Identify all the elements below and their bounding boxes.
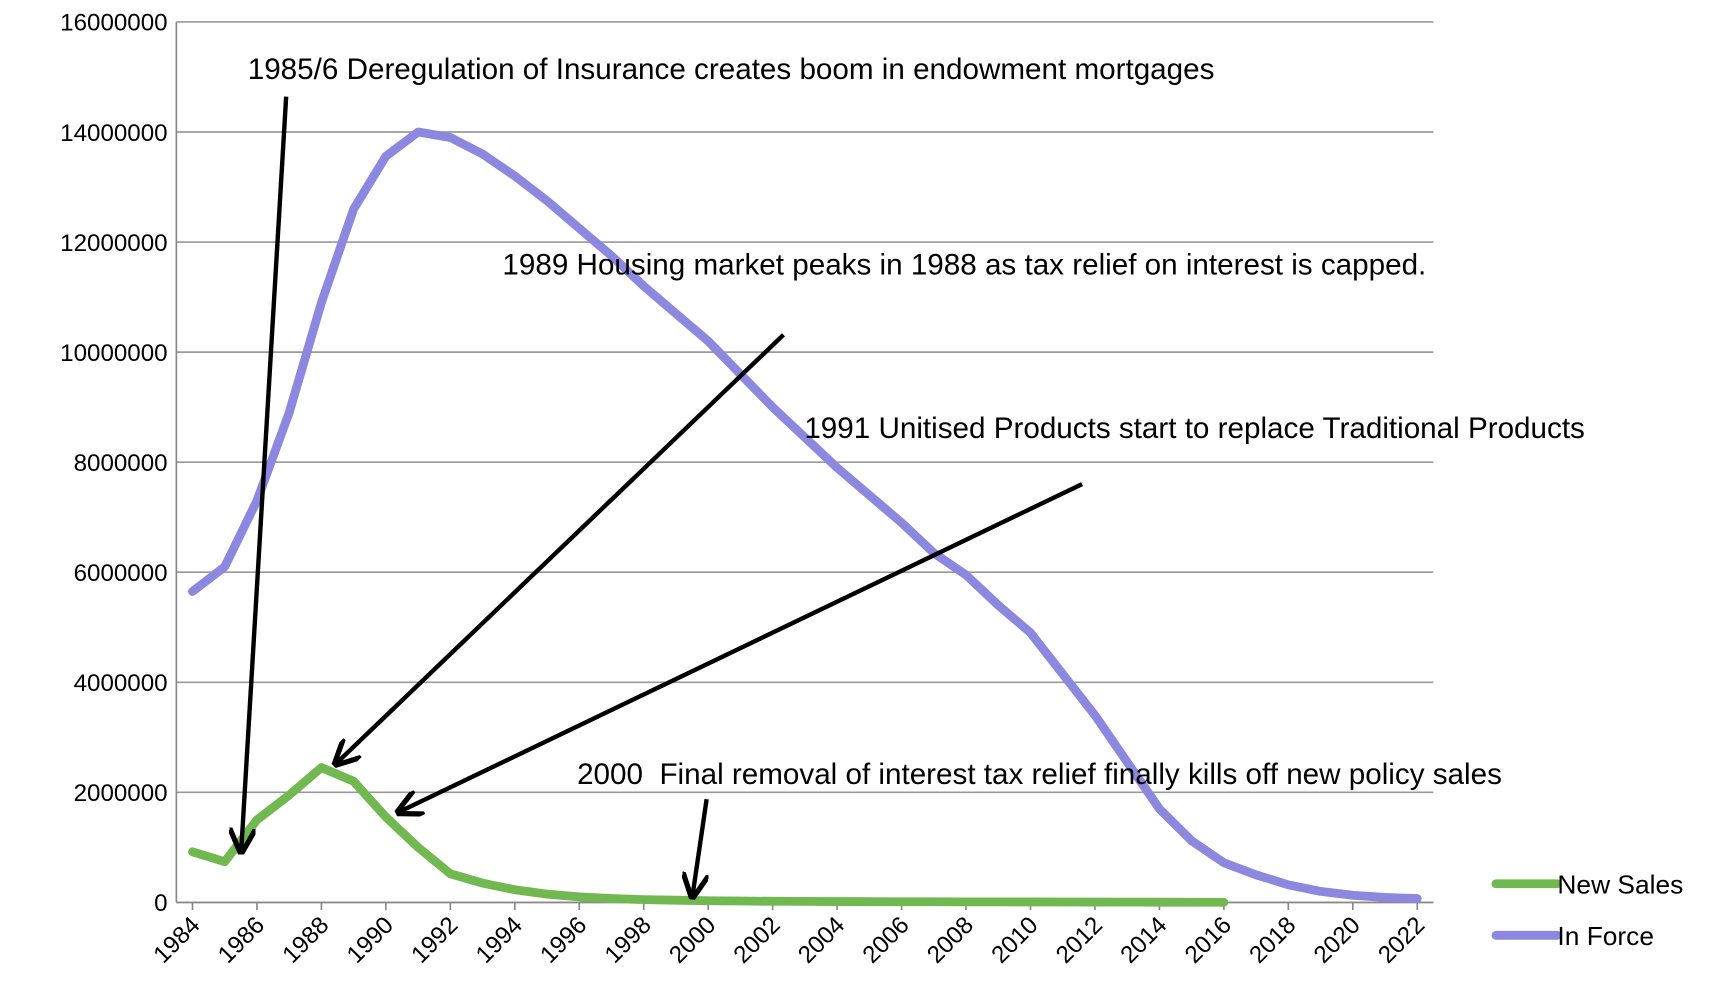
- arrows: [241, 96, 1084, 897]
- x-tick-label: 2004: [793, 912, 850, 969]
- y-tick-label: 16000000: [60, 10, 167, 37]
- arrow: [692, 798, 706, 897]
- x-tick-label: 2018: [1244, 912, 1301, 969]
- legend-label: In Force: [1557, 921, 1654, 951]
- annotation: 1985/6 Deregulation of Insurance creates…: [248, 53, 1215, 86]
- labels: 0 2000000 4000000 6000000 8000000 10000000 120…: [60, 10, 1683, 969]
- legend-label: New Sales: [1557, 870, 1683, 900]
- arrow: [398, 482, 1084, 812]
- x-tick-label: 2016: [1180, 912, 1237, 969]
- x-tick-label: 1984: [148, 912, 205, 969]
- series-line: [188, 127, 1422, 903]
- x-tick-label: 2002: [729, 912, 786, 969]
- arrow: [241, 96, 289, 852]
- arrow: [336, 333, 785, 764]
- grid: [176, 21, 1434, 911]
- x-tick-label: 2000: [664, 912, 721, 969]
- y-tick-label: 12000000: [60, 230, 167, 257]
- y-tick-label: 4000000: [74, 670, 168, 697]
- y-tick-label: 14000000: [60, 120, 167, 147]
- x-tick-label: 1998: [600, 912, 657, 969]
- x-tick-label: 2006: [858, 912, 915, 969]
- y-tick-label: 2000000: [74, 780, 168, 807]
- annotation: 1989 Housing market peaks in 1988 as tax…: [502, 248, 1426, 281]
- x-tick-label: 2022: [1373, 912, 1430, 969]
- x-tick-label: 1992: [406, 912, 463, 969]
- x-tick-label: 1996: [535, 912, 592, 969]
- y-tick-label: 0: [154, 890, 167, 917]
- annotation: 1991 Unitised Products start to replace …: [804, 412, 1585, 445]
- x-tick-label: 1990: [342, 912, 399, 969]
- y-tick-label: 10000000: [60, 340, 167, 367]
- x-tick-label: 2014: [1115, 912, 1172, 969]
- y-tick-label: 6000000: [74, 560, 168, 587]
- annotation: 2000 Final removal of interest tax relie…: [577, 758, 1502, 791]
- x-tick-label: 1986: [213, 912, 270, 969]
- x-tick-label: 2020: [1309, 912, 1366, 969]
- x-tick-label: 1988: [277, 912, 334, 969]
- y-tick-label: 8000000: [74, 450, 168, 477]
- x-tick-label: 2010: [986, 912, 1043, 969]
- x-tick-label: 1994: [471, 912, 528, 969]
- x-tick-label: 2012: [1051, 912, 1108, 969]
- x-tick-label: 2008: [922, 912, 979, 969]
